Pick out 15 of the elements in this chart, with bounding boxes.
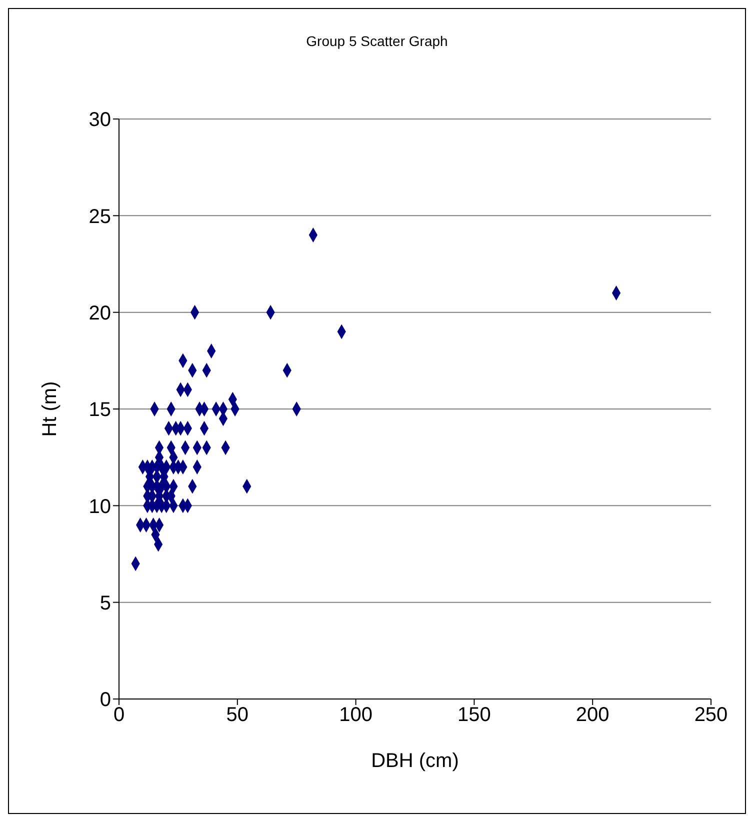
y-tick-label: 20 [88, 302, 111, 324]
y-tick-label: 30 [88, 109, 111, 132]
x-tick-label: 50 [226, 704, 249, 726]
x-tick-label: 100 [339, 704, 372, 726]
x-tick-label: 150 [458, 704, 491, 726]
y-tick-label: 0 [100, 689, 111, 712]
chart-title: Group 5 Scatter Graph [305, 33, 449, 49]
x-axis-title: DBH (cm) [371, 750, 459, 772]
y-axis-title: Ht (m) [39, 381, 62, 437]
y-tick-label: 5 [100, 592, 111, 614]
y-tick-label: 25 [88, 206, 111, 228]
x-tick-label: 250 [694, 704, 728, 726]
y-tick-label: 10 [88, 496, 111, 518]
y-tick-label: 15 [88, 399, 111, 422]
x-tick-label: 200 [576, 704, 610, 726]
